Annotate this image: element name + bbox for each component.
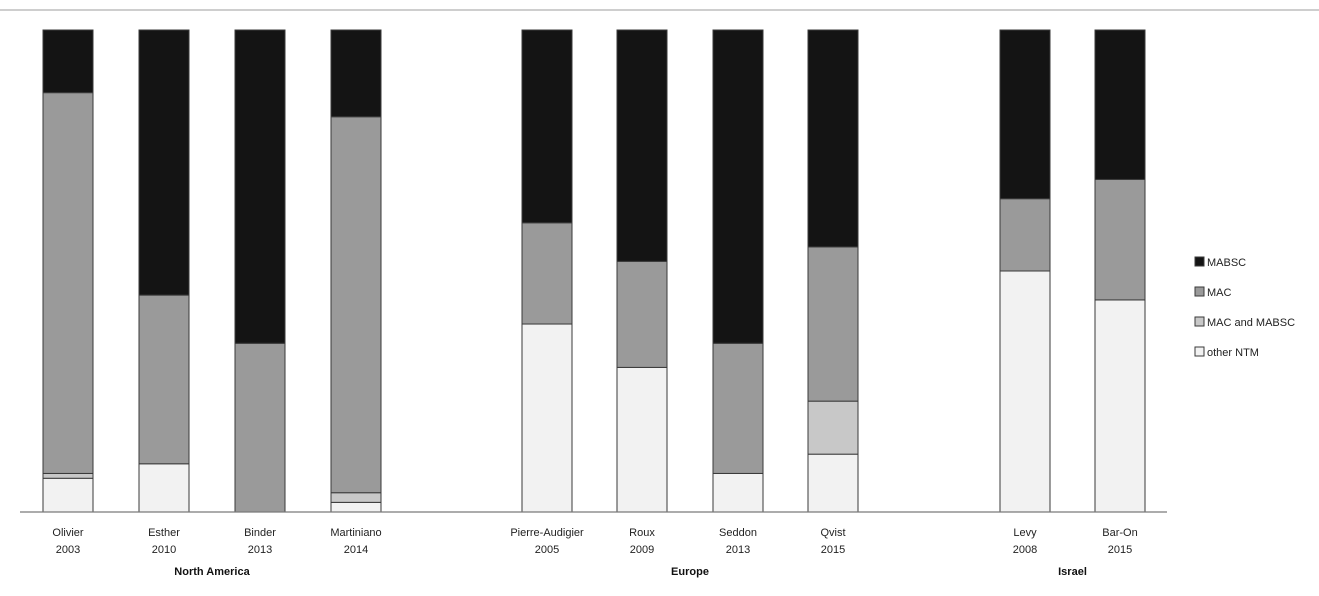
bar-binder-mac <box>234 342 286 513</box>
legend-label-other-ntm: other NTM <box>1207 347 1259 359</box>
tick-label-bar-on: Bar-On <box>1102 527 1137 539</box>
bar-pierre-audigier-mac <box>521 222 573 325</box>
tick-year-esther: 2010 <box>152 544 176 556</box>
legend-label-mabsc: MABSC <box>1207 257 1246 269</box>
bar-bar-on-other-ntm <box>1094 299 1146 513</box>
bar-pierre-audigier-mabsc <box>521 29 573 224</box>
tick-year-levy: 2008 <box>1013 544 1037 556</box>
tick-label-binder: Binder <box>244 527 276 539</box>
bar-esther-mac <box>138 294 190 465</box>
legend-swatch-mac-and-mabsc <box>1194 316 1205 327</box>
legend-swatch-other-ntm <box>1194 346 1205 357</box>
tick-label-olivier: Olivier <box>52 527 84 539</box>
group-label-north-america: North America <box>174 566 250 578</box>
bar-esther-mabsc <box>138 29 190 296</box>
bar-martiniano-mac <box>330 116 382 494</box>
tick-label-roux: Roux <box>629 527 655 539</box>
tick-label-levy: Levy <box>1013 527 1037 539</box>
bar-olivier-mac <box>42 92 94 474</box>
legend-swatch-mabsc <box>1194 256 1205 267</box>
legend-label-mac-and-mabsc: MAC and MABSC <box>1207 317 1295 329</box>
bar-olivier-mabsc <box>42 29 94 94</box>
bar-roux-other-ntm <box>616 366 668 513</box>
group-labels: North America Europe Israel <box>174 566 1087 578</box>
tick-year-bar-on: 2015 <box>1108 544 1132 556</box>
legend: MABSC MAC MAC and MABSC other NTM <box>1194 256 1295 359</box>
legend-swatch-mac <box>1194 286 1205 297</box>
bar-levy-other-ntm <box>999 270 1051 513</box>
tick-year-seddon: 2013 <box>726 544 750 556</box>
bar-seddon-other-ntm <box>712 472 764 513</box>
bar-qvist-mac <box>807 246 859 402</box>
group-label-europe: Europe <box>671 566 709 578</box>
bar-olivier-other-ntm <box>42 477 94 513</box>
bar-roux-mac <box>616 260 668 368</box>
tick-year-martiniano: 2014 <box>344 544 368 556</box>
tick-year-pierre-audigier: 2005 <box>535 544 559 556</box>
tick-year-qvist: 2015 <box>821 544 845 556</box>
bar-levy-mac <box>999 198 1051 272</box>
tick-year-binder: 2013 <box>248 544 272 556</box>
bar-esther-other-ntm <box>138 463 190 513</box>
bar-olivier-mac-and-mabsc <box>42 472 94 479</box>
tick-year-olivier: 2003 <box>56 544 80 556</box>
bar-bar-on-mabsc <box>1094 29 1146 180</box>
bar-qvist-mabsc <box>807 29 859 248</box>
legend-label-mac: MAC <box>1207 287 1232 299</box>
bar-roux-mabsc <box>616 29 668 262</box>
bar-martiniano-mac-and-mabsc <box>330 492 382 503</box>
tick-label-esther: Esther <box>148 527 180 539</box>
bar-seddon-mac <box>712 342 764 474</box>
bar-martiniano-other-ntm <box>330 501 382 513</box>
tick-label-martiniano: Martiniano <box>330 527 381 539</box>
group-label-israel: Israel <box>1058 566 1087 578</box>
tick-label-seddon: Seddon <box>719 527 757 539</box>
tick-label-qvist: Qvist <box>820 527 845 539</box>
bar-binder-mabsc <box>234 29 286 344</box>
tick-label-pierre-audigier: Pierre-Audigier <box>510 527 584 539</box>
bar-martiniano-mabsc <box>330 29 382 118</box>
bar-seddon-mabsc <box>712 29 764 344</box>
bar-qvist-mac-and-mabsc <box>807 400 859 455</box>
bar-bar-on-mac <box>1094 178 1146 301</box>
x-tick-labels: Olivier 2003 Esther 2010 Binder 2013 Martinian… <box>52 527 1137 556</box>
tick-year-roux: 2009 <box>630 544 654 556</box>
bar-pierre-audigier-other-ntm <box>521 323 573 513</box>
bar-qvist-other-ntm <box>807 453 859 513</box>
bar-levy-mabsc <box>999 29 1051 200</box>
bars-layer <box>42 29 1146 513</box>
